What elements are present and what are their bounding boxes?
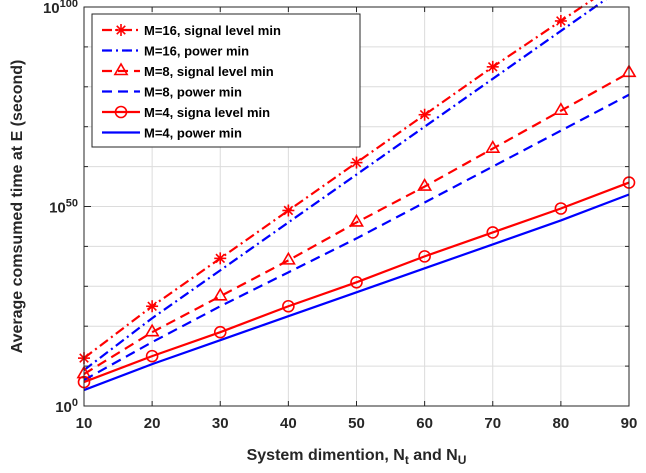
legend-label: M=4, signa level min (144, 105, 270, 120)
data-point-circle (418, 250, 431, 263)
x-tick-label: 60 (416, 415, 433, 432)
series-line (83, 0, 607, 371)
data-point-circle (282, 299, 295, 313)
x-tick-labels: 10 20 30 40 50 60 70 80 90 (76, 7, 638, 432)
data-point-triangle (113, 62, 129, 76)
y-tick-label: 10100 (43, 0, 78, 17)
data-point-circle (213, 325, 227, 339)
x-axis-label-sub1: t (405, 453, 409, 467)
y-tick-label: 100 (55, 397, 78, 416)
data-point-asterisk (282, 204, 295, 217)
legend-box (91, 13, 361, 148)
x-tick-label: 50 (348, 415, 365, 432)
data-point-asterisk (115, 24, 127, 36)
data-point-asterisk (350, 156, 363, 169)
series-4 (83, 93, 630, 382)
legend-item: M=8, signal level min (102, 62, 274, 79)
data-point-triangle (280, 251, 296, 265)
data-point-circle (486, 226, 500, 239)
legend-item: M=4, signa level min (102, 105, 270, 120)
data-point-triangle (212, 287, 228, 301)
legend-label: M=16, signal level min (144, 23, 281, 38)
x-axis-label-mid: and N (409, 447, 458, 464)
data-point-triangle (349, 213, 364, 227)
data-point-triangle (144, 323, 160, 337)
series-6 (83, 193, 630, 392)
data-point-asterisk (146, 300, 159, 313)
series-line (83, 181, 630, 384)
data-point-triangle (553, 102, 569, 116)
legend-label: M=16, power min (144, 44, 249, 59)
y-tick-labels: 100 1050 10100 (43, 0, 629, 416)
legend: M=16, signal level min M=16, power min M=8… (91, 13, 361, 148)
data-point-triangle (485, 140, 501, 153)
data-point-asterisk (418, 108, 431, 121)
data-point-asterisk (214, 252, 227, 265)
series-1 (78, 0, 594, 365)
x-axis-label-main: System dimention, N (247, 447, 405, 464)
x-tick-label: 10 (76, 415, 93, 432)
legend-label: M=4, power min (144, 126, 242, 141)
legend-item: M=16, power min (102, 44, 249, 59)
y-tick-label: 1050 (49, 198, 78, 217)
legend-item: M=8, power min (102, 85, 242, 100)
legend-label: M=8, power min (144, 85, 242, 100)
data-point-circle (145, 349, 159, 363)
data-point-circle (350, 276, 363, 289)
y-axis-label: Average comsumed time at E (second) (9, 60, 26, 354)
data-point-circle (554, 202, 568, 215)
series-2 (83, 0, 607, 371)
x-tick-label: 40 (280, 415, 297, 432)
x-tick-label: 90 (621, 415, 638, 432)
series-line (83, 193, 630, 392)
series-line (83, 71, 630, 376)
x-tick-label: 20 (144, 415, 161, 432)
data-point-triangle (417, 177, 433, 191)
x-tick-label: 30 (212, 415, 229, 432)
series-layer (76, 0, 637, 392)
x-axis-label-sub2: U (458, 453, 467, 467)
data-point-circle (114, 105, 128, 119)
x-axis-label: System dimention, Nt and NU (247, 447, 467, 467)
series-line (83, 93, 630, 382)
legend-label: M=8, signal level min (144, 64, 274, 79)
legend-item: M=16, signal level min (102, 23, 281, 38)
x-tick-label: 70 (484, 415, 501, 432)
series-3 (76, 64, 637, 379)
data-point-asterisk (486, 60, 499, 73)
data-point-asterisk (554, 14, 567, 27)
legend-item: M=4, power min (102, 126, 242, 141)
x-tick-label: 80 (553, 415, 570, 432)
